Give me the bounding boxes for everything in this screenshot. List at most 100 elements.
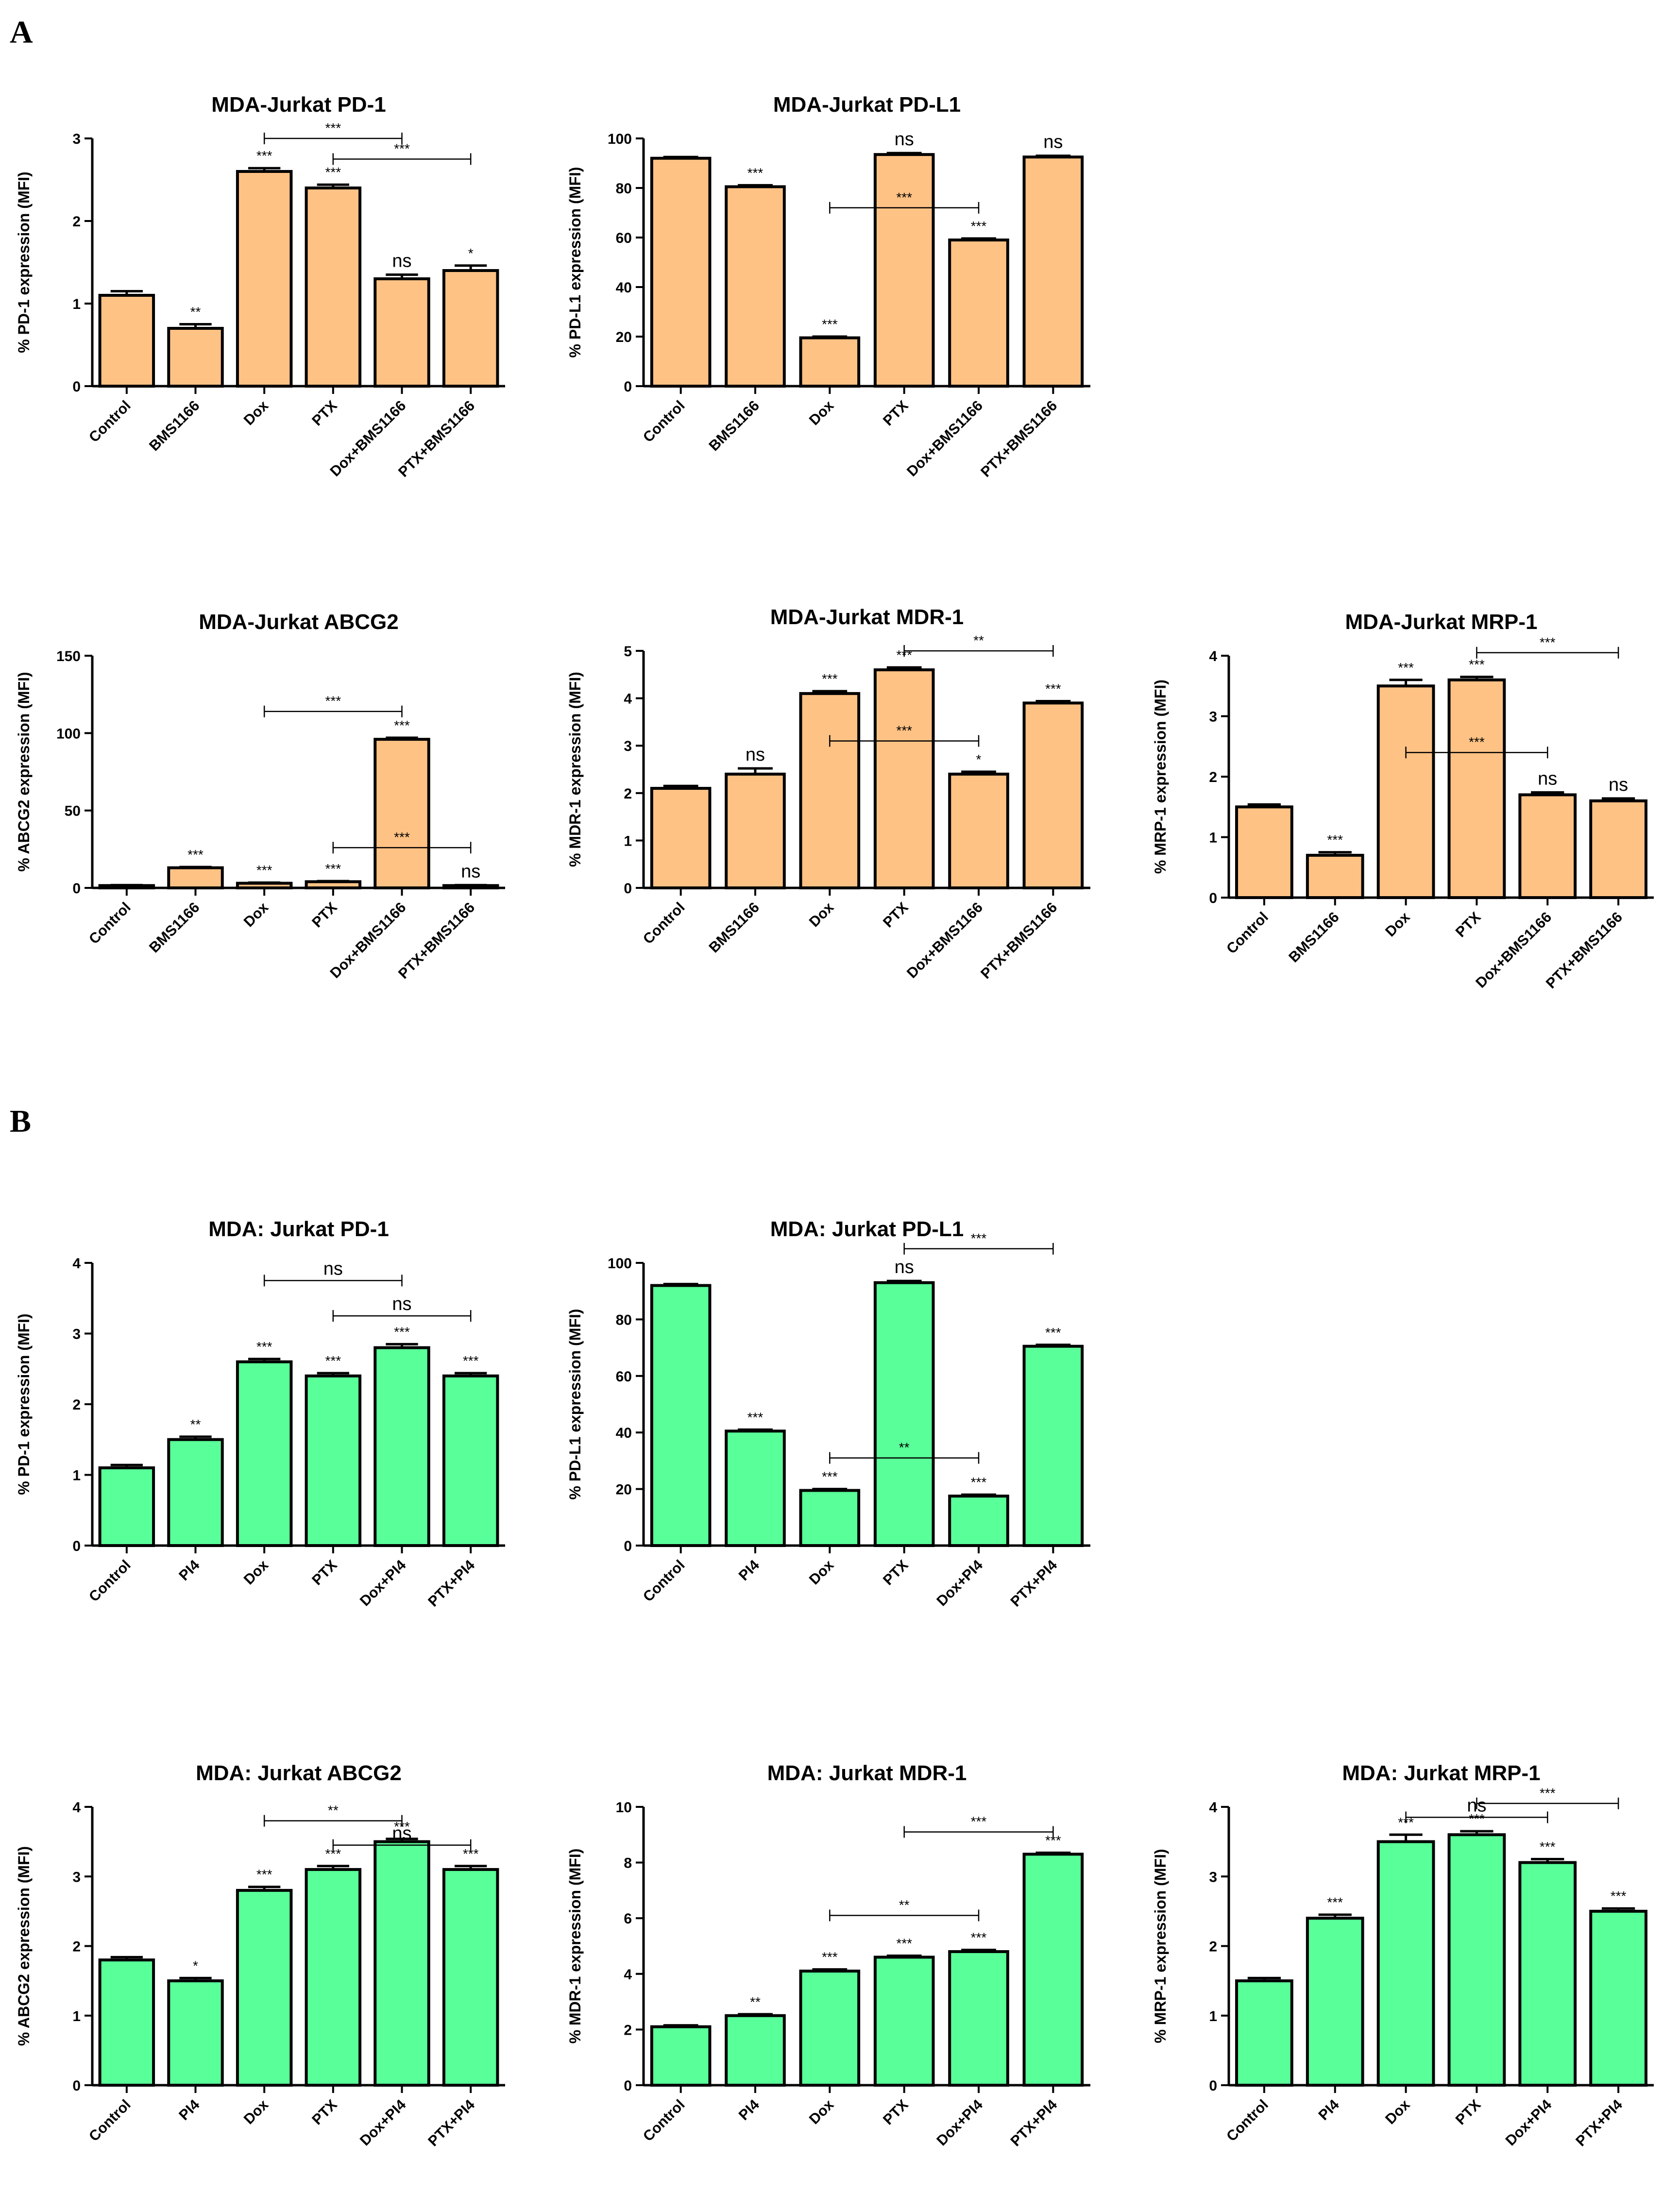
bar <box>1022 1344 1084 1547</box>
chart-3: MDA-Jurkat ABCG2 % ABCG2 expression (MFI)… <box>15 610 505 982</box>
significance-label: *** <box>971 219 987 234</box>
bar <box>725 1429 786 1548</box>
chart-title: MDA: Jurkat PD-L1 <box>770 1217 964 1241</box>
comparison-label: *** <box>896 190 912 205</box>
chart-7: MDA: Jurkat PD-L1 % PD-L1 expression (MFI… <box>566 1217 1090 1610</box>
significance-label: ns <box>461 861 480 882</box>
panel-label-a: A <box>10 15 33 50</box>
x-tick-label: PTX <box>1453 909 1484 941</box>
y-tick-label: 2 <box>72 214 81 230</box>
bar <box>1022 1853 1084 2087</box>
y-tick-label: 4 <box>1209 1800 1217 1816</box>
bar <box>799 692 861 889</box>
significance-label: *** <box>1398 660 1414 675</box>
significance-label: *** <box>463 1353 479 1368</box>
bar <box>948 1950 1009 2087</box>
significance-label: *** <box>1469 1811 1485 1826</box>
significance-label: ns <box>895 129 914 150</box>
y-tick-label: 150 <box>56 648 81 664</box>
y-tick-label: 2 <box>1209 769 1217 785</box>
significance-label: *** <box>1327 1895 1343 1910</box>
x-tick-label: Dox <box>806 899 837 930</box>
y-tick-label: 3 <box>1209 1869 1217 1885</box>
x-tick-label: PTX+BMS1166 <box>978 398 1060 480</box>
x-tick-label: PI4 <box>176 1557 203 1583</box>
bar <box>799 336 861 388</box>
bar <box>873 153 935 388</box>
bar <box>98 1466 155 1547</box>
y-tick-label: 4 <box>624 691 632 707</box>
bar <box>167 327 224 388</box>
bar <box>799 1970 861 2087</box>
x-tick-label: Dox+PI4 <box>357 2096 409 2149</box>
comparison-label: *** <box>896 723 912 738</box>
y-tick-label: 100 <box>608 1256 632 1272</box>
comparison-label: *** <box>1540 635 1556 650</box>
x-tick-label: Control <box>86 2097 134 2145</box>
x-tick-label: PTX <box>1453 2097 1484 2128</box>
significance-label: *** <box>971 1930 987 1945</box>
bar <box>442 1374 499 1548</box>
y-axis-label: % ABCG2 expression (MFI) <box>15 1846 33 2046</box>
x-tick-label: BMS1166 <box>146 398 203 454</box>
y-tick-label: 3 <box>624 738 632 754</box>
bar <box>1022 155 1084 388</box>
chart-4: MDA-Jurkat MDR-1 % MDR-1 expression (MFI)… <box>566 605 1090 982</box>
bar <box>799 1489 861 1548</box>
x-tick-label: PTX+PI4 <box>425 2096 478 2149</box>
x-tick-label: PTX <box>309 398 340 429</box>
x-tick-label: PTX+BMS1166 <box>978 900 1060 982</box>
significance-label: ns <box>895 1257 914 1277</box>
bar <box>373 738 430 889</box>
bar <box>373 277 430 388</box>
y-tick-label: 4 <box>624 1967 632 1983</box>
bar <box>442 1868 499 2087</box>
x-tick-label: PTX <box>309 1557 340 1589</box>
y-tick-label: 100 <box>56 726 81 742</box>
x-tick-label: Dox <box>1382 2096 1413 2127</box>
x-tick-label: PTX+PI4 <box>1007 1557 1060 1610</box>
x-tick-label: Dox+PI4 <box>357 1557 409 1609</box>
y-axis-label: % ABCG2 expression (MFI) <box>15 672 33 871</box>
significance-label: ns <box>1609 775 1628 795</box>
y-tick-label: 80 <box>616 181 632 197</box>
y-tick-label: 20 <box>616 329 632 345</box>
y-tick-label: 0 <box>624 2078 632 2094</box>
significance-label: *** <box>256 1867 272 1882</box>
bar <box>167 1979 224 2087</box>
significance-label: ** <box>190 1417 201 1432</box>
x-tick-label: Control <box>86 398 134 446</box>
comparison-label: *** <box>394 830 410 845</box>
y-tick-label: 1 <box>1209 2008 1217 2024</box>
x-tick-label: Dox+BMS1166 <box>904 900 986 982</box>
x-tick-label: Dox <box>806 1557 837 1588</box>
significance-label: *** <box>325 1353 341 1368</box>
y-axis-label: % PD-L1 expression (MFI) <box>566 1309 584 1500</box>
y-tick-label: 40 <box>616 280 632 296</box>
x-tick-label: BMS1166 <box>1286 909 1342 966</box>
comparison-label: *** <box>325 694 341 709</box>
bar <box>725 2014 786 2087</box>
x-tick-label: Dox <box>241 1557 272 1588</box>
y-tick-label: 10 <box>616 1800 632 1816</box>
y-tick-label: 50 <box>65 803 81 819</box>
y-tick-label: 60 <box>616 230 632 246</box>
x-tick-label: PI4 <box>736 2096 763 2123</box>
comparison-label: ** <box>899 1897 910 1912</box>
bar <box>650 1284 712 1548</box>
bar <box>1589 799 1647 900</box>
x-tick-label: PTX <box>880 398 912 429</box>
significance-label: ** <box>190 305 201 320</box>
x-tick-label: BMS1166 <box>706 398 762 454</box>
y-tick-label: 4 <box>1209 648 1217 664</box>
bar <box>725 772 786 890</box>
y-tick-label: 4 <box>72 1256 81 1272</box>
y-tick-label: 2 <box>624 786 632 802</box>
y-tick-label: 2 <box>72 1397 81 1413</box>
significance-label: *** <box>822 1950 838 1965</box>
y-tick-label: 1 <box>72 2008 81 2024</box>
x-tick-label: PTX <box>880 1557 912 1589</box>
chart-title: MDA-Jurkat PD-1 <box>211 93 386 117</box>
x-tick-label: Control <box>640 398 688 446</box>
